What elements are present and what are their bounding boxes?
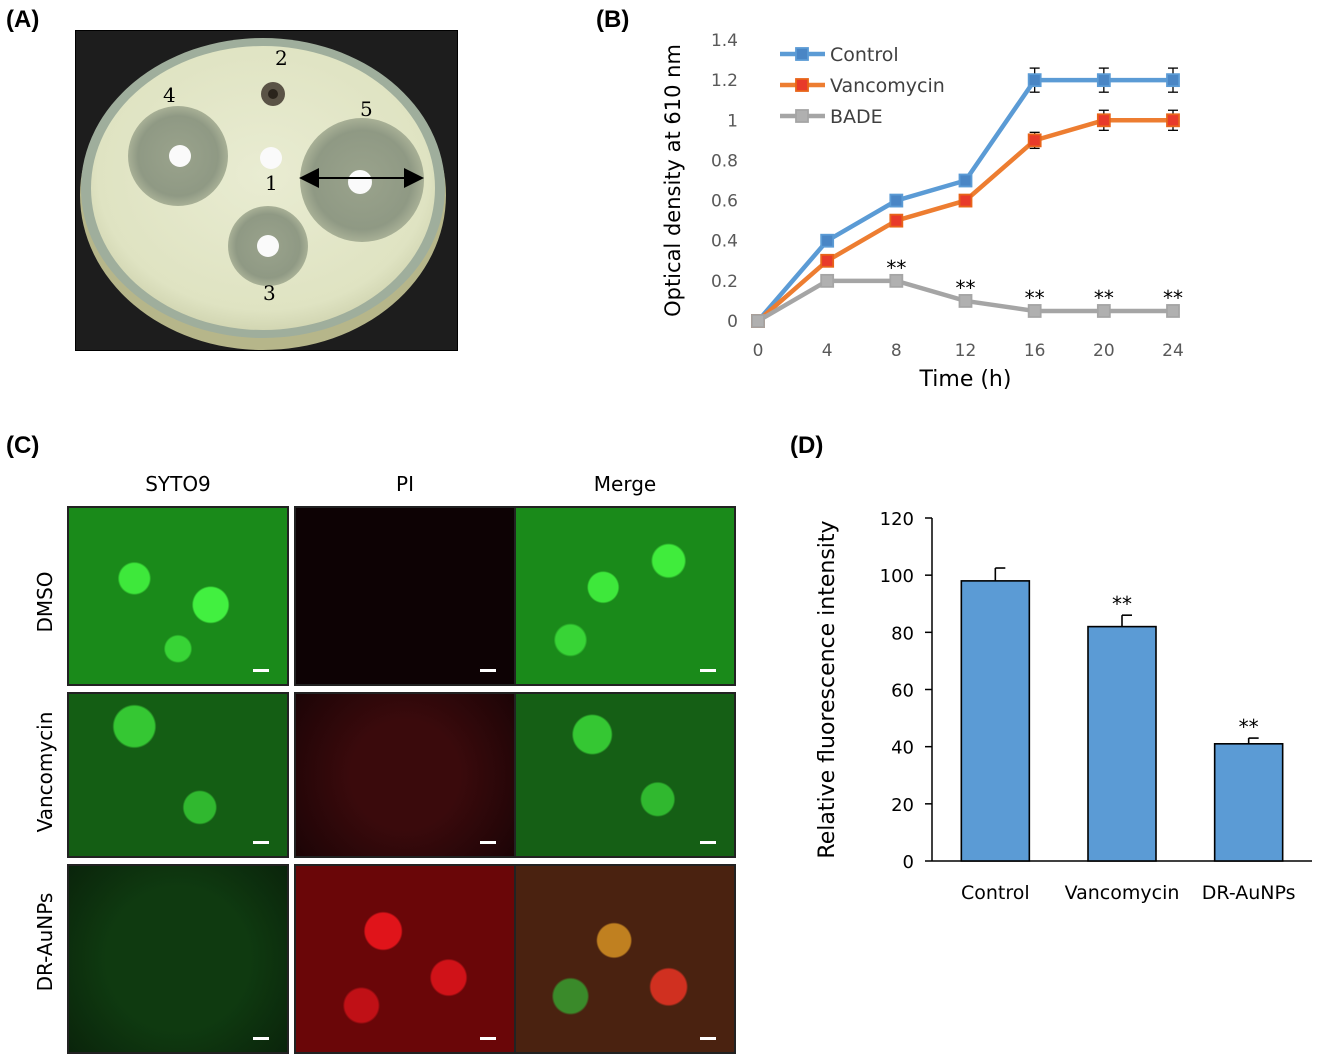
- image-dmso-merge: [514, 506, 736, 686]
- y-tick-label: 60: [891, 681, 914, 702]
- y-tick-label: 1.4: [711, 31, 738, 51]
- image-vancomycin-syto9: [67, 692, 289, 858]
- y-tick-label: 0.8: [711, 151, 738, 171]
- y-tick-label: 0.6: [711, 192, 738, 212]
- data-point-vancomycin: [1166, 113, 1180, 128]
- bar-dr-aunps: [1213, 743, 1284, 862]
- petri-dish-photo: 1 2 3 4 5: [75, 30, 458, 351]
- x-tick-label: 24: [1162, 341, 1184, 361]
- data-point-bade: [820, 273, 835, 288]
- data-point-control: [1096, 73, 1111, 88]
- bar-control: [960, 580, 1031, 862]
- y-tick-label: 1: [727, 111, 738, 131]
- data-point-bade: [1027, 304, 1042, 318]
- x-tick-label: Vancomycin: [1065, 882, 1180, 904]
- column-header-syto9: SYTO9: [145, 472, 211, 496]
- legend-label-control: Control: [830, 44, 899, 66]
- fluorescence-bar-chart: 0 20 40 60 80 100 120 Relative fluorescence int…: [815, 509, 1312, 904]
- x-tick-label: 8: [891, 341, 902, 361]
- petri-label-4: 4: [163, 83, 176, 107]
- y-tick-label: 0.4: [711, 232, 738, 252]
- row-header-dr-aunps: DR-AuNPs: [33, 892, 57, 992]
- disc-1: [260, 147, 282, 169]
- data-point-bade: [958, 294, 973, 308]
- y-tick-label: 1.2: [711, 71, 738, 91]
- row-header-vancomycin: Vancomycin: [33, 711, 57, 833]
- data-point-vancomycin: [820, 253, 835, 268]
- image-vancomycin-merge: [514, 692, 736, 858]
- x-tick-label: 4: [822, 341, 833, 361]
- y-tick-label: 80: [891, 623, 914, 644]
- y-tick-label: 40: [891, 738, 914, 759]
- data-point-control: [820, 233, 835, 248]
- y-tick-label: 20: [891, 795, 914, 816]
- x-tick-label: DR-AuNPs: [1202, 882, 1296, 904]
- image-dmso-pi: [294, 506, 516, 686]
- significance-label: **: [886, 256, 906, 280]
- data-point-vancomycin: [1027, 133, 1042, 148]
- y-tick-label: 0: [727, 312, 738, 332]
- disc-3: [257, 235, 279, 257]
- panel-label-c: (C): [6, 432, 40, 459]
- significance-label: **: [1239, 715, 1259, 739]
- significance-label: **: [1094, 286, 1114, 310]
- y-tick-label: 100: [880, 566, 914, 587]
- column-header-merge: Merge: [593, 472, 657, 496]
- petri-label-1: 1: [265, 171, 278, 195]
- significance-label: **: [1025, 286, 1045, 310]
- data-point-control: [958, 173, 973, 188]
- row-header-dmso: DMSO: [33, 571, 57, 633]
- panel-label-d: (D): [790, 432, 824, 459]
- disc-5: [348, 170, 372, 194]
- y-axis-title: Relative fluorescence intensity: [815, 520, 840, 858]
- bar-vancomycin: [1087, 625, 1157, 862]
- panel-label-b: (B): [596, 6, 630, 33]
- data-point-bade: [1166, 304, 1180, 318]
- x-tick-label: 12: [955, 341, 977, 361]
- image-dr-aunps-syto9: [67, 864, 289, 1054]
- data-point-vancomycin: [1096, 113, 1111, 128]
- significance-label: **: [956, 276, 976, 300]
- legend-label-bade: BADE: [830, 106, 883, 128]
- data-point-vancomycin: [958, 193, 973, 208]
- legend-marker-bade: [795, 109, 809, 123]
- image-dr-aunps-pi: [294, 864, 516, 1054]
- petri-label-5: 5: [360, 97, 373, 121]
- petri-label-2: 2: [275, 46, 288, 70]
- data-point-control: [1027, 73, 1042, 88]
- x-tick-label: 20: [1093, 341, 1115, 361]
- column-header-pi: PI: [396, 472, 414, 496]
- panel-label-a: (A): [6, 6, 40, 33]
- data-point-bade: [751, 314, 765, 328]
- y-tick-label: 0.2: [711, 272, 738, 292]
- data-point-vancomycin: [889, 213, 904, 228]
- image-vancomycin-pi: [294, 692, 516, 858]
- microscopy-grid: SYTO9 PI Merge DMSO Vancomycin DR-AuNPs: [20, 460, 740, 1060]
- data-point-bade: [889, 273, 904, 288]
- data-point-control: [1166, 73, 1180, 88]
- disc-4: [169, 145, 191, 167]
- legend-marker-control: [795, 47, 809, 61]
- data-point-bade: [1096, 304, 1111, 318]
- petri-label-3: 3: [263, 281, 276, 305]
- legend-label-vancomycin: Vancomycin: [830, 75, 945, 97]
- image-dmso-syto9: [67, 506, 289, 686]
- significance-label: **: [1112, 592, 1132, 616]
- legend-marker-vancomycin: [795, 78, 809, 92]
- x-tick-label: 16: [1024, 341, 1046, 361]
- image-dr-aunps-merge: [514, 864, 736, 1054]
- growth-line-chart: 0 0.2 0.4 0.6 0.8 1 1.2 1.4 0 4 8 12 16 20 24 Time (h) O…: [661, 31, 1184, 392]
- data-point-control: [889, 193, 904, 208]
- y-tick-label: 120: [880, 509, 914, 530]
- x-axis-title: Time (h): [919, 367, 1012, 392]
- x-tick-label: Control: [961, 882, 1030, 904]
- y-axis-title: Optical density at 610 nm: [661, 44, 685, 317]
- y-tick-label: 0: [903, 852, 914, 873]
- significance-label: **: [1163, 286, 1183, 310]
- x-tick-label: 0: [753, 341, 764, 361]
